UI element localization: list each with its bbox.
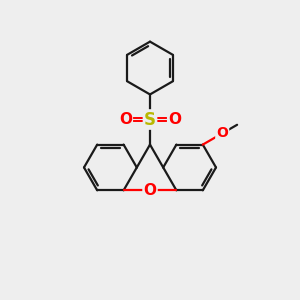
Text: S: S bbox=[144, 110, 156, 128]
Text: O: O bbox=[168, 112, 181, 127]
Text: O: O bbox=[216, 126, 228, 140]
Text: O: O bbox=[119, 112, 132, 127]
Text: O: O bbox=[143, 183, 157, 198]
